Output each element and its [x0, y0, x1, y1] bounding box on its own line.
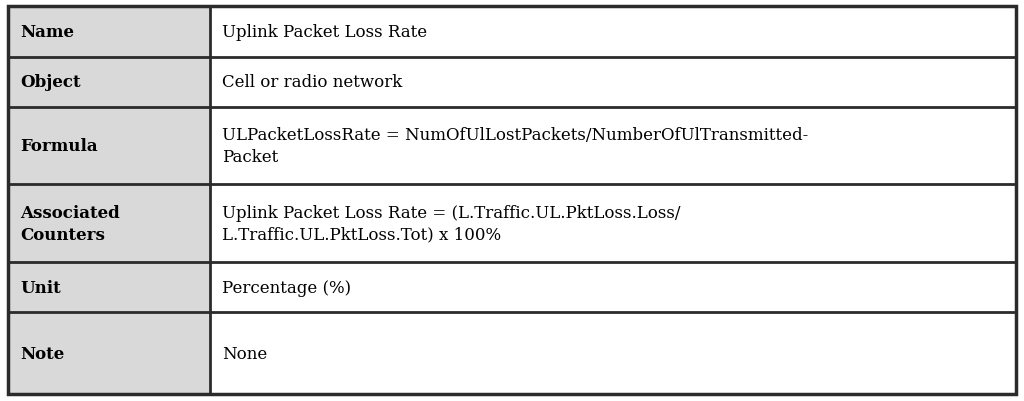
- Bar: [8, 108, 210, 185]
- Bar: [8, 7, 210, 57]
- Text: Uplink Packet Loss Rate: Uplink Packet Loss Rate: [222, 24, 427, 41]
- Text: Unit: Unit: [20, 279, 61, 296]
- Text: Object: Object: [20, 74, 81, 91]
- Bar: [210, 185, 1016, 262]
- Text: Associated
Counters: Associated Counters: [20, 204, 120, 243]
- Text: None: None: [222, 345, 267, 362]
- Bar: [8, 262, 210, 313]
- Text: Percentage (%): Percentage (%): [222, 279, 351, 296]
- Bar: [210, 262, 1016, 313]
- Text: ULPacketLossRate = NumOfUlLostPackets/NumberOfUlTransmitted-
Packet: ULPacketLossRate = NumOfUlLostPackets/Nu…: [222, 127, 808, 166]
- Bar: [8, 185, 210, 262]
- Text: Note: Note: [20, 345, 65, 362]
- Bar: [210, 57, 1016, 108]
- Text: Name: Name: [20, 24, 75, 41]
- Bar: [8, 57, 210, 108]
- Bar: [210, 7, 1016, 57]
- Bar: [210, 108, 1016, 185]
- Text: Cell or radio network: Cell or radio network: [222, 74, 402, 91]
- Bar: [210, 313, 1016, 394]
- Bar: [8, 313, 210, 394]
- Text: Uplink Packet Loss Rate = (L.Traffic.UL.PktLoss.Loss/
L.Traffic.UL.PktLoss.Tot) : Uplink Packet Loss Rate = (L.Traffic.UL.…: [222, 204, 681, 243]
- Text: Formula: Formula: [20, 138, 98, 155]
